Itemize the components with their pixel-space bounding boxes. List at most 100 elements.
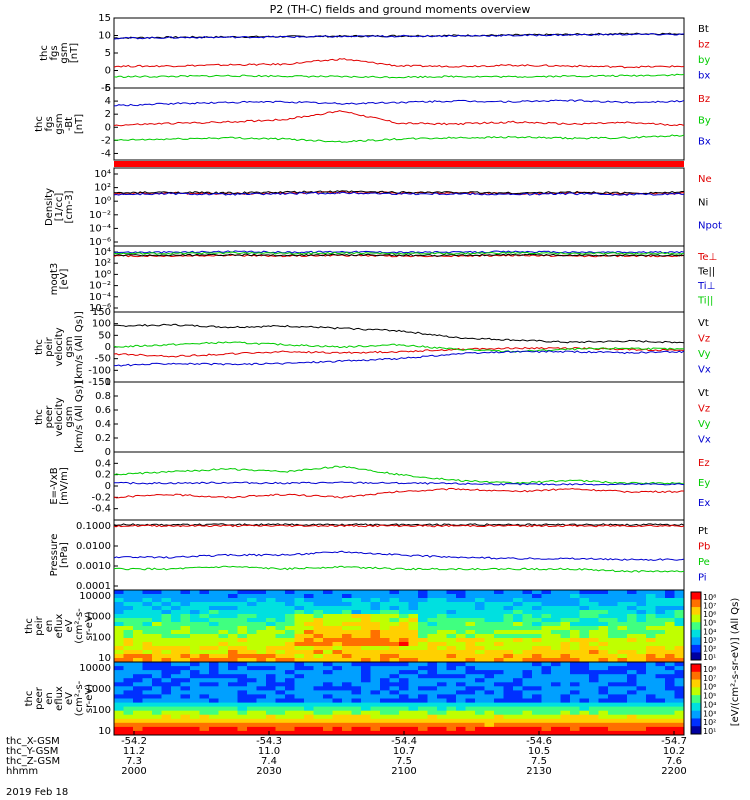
heatmap-cell: [418, 598, 428, 603]
heatmap-cell: [114, 642, 124, 647]
heatmap-cell: [503, 594, 514, 599]
heatmap-cell: [446, 662, 457, 667]
heatmap-cell: [646, 686, 656, 691]
heatmap-cell: [237, 614, 248, 619]
heatmap-cell: [589, 710, 599, 716]
y-axis-label: thc: [34, 116, 45, 132]
heatmap-cell: [313, 682, 324, 687]
heatmap-cell: [313, 638, 324, 643]
heatmap-cell: [218, 658, 229, 663]
y-tick-label: -150: [88, 377, 111, 388]
heatmap-cell: [247, 598, 257, 603]
heatmap-cell: [114, 626, 124, 631]
heatmap-cell: [655, 650, 666, 655]
heatmap-cell: [408, 626, 419, 631]
heatmap-cell: [408, 594, 419, 599]
heatmap-cell: [465, 698, 476, 704]
y-tick-label: 100: [92, 632, 111, 643]
heatmap-cell: [323, 630, 333, 635]
heatmap-cell: [532, 634, 542, 639]
heatmap-cell: [427, 726, 438, 732]
heatmap-cell: [655, 718, 666, 724]
heatmap-cell: [313, 630, 324, 635]
heatmap-cell: [228, 598, 238, 603]
heatmap-cell: [275, 718, 286, 724]
heatmap-cell: [161, 698, 172, 704]
heatmap-cell: [190, 690, 200, 695]
heatmap-cell: [570, 610, 580, 615]
heatmap-cell: [342, 666, 352, 671]
heatmap-cell: [475, 690, 485, 695]
heatmap-cell: [190, 622, 200, 627]
heatmap-cell: [152, 630, 162, 635]
y-axis-label: gsm: [59, 42, 70, 63]
heatmap-cell: [560, 626, 571, 631]
heatmap-cell: [380, 666, 390, 671]
heatmap-cell: [408, 662, 419, 667]
heatmap-cell: [304, 670, 314, 675]
heatmap-cell: [551, 706, 561, 712]
heatmap-cell: [228, 670, 238, 675]
heatmap-cell: [351, 634, 362, 639]
heatmap-cell: [247, 602, 257, 607]
heatmap-cell: [570, 726, 580, 732]
heatmap-cell: [190, 714, 200, 720]
legend-entry: Bx: [698, 137, 711, 148]
heatmap-cell: [484, 706, 495, 712]
heatmap-cell: [589, 714, 599, 720]
heatmap-cell: [133, 706, 143, 712]
heatmap-cell: [503, 614, 514, 619]
heatmap-cell: [152, 610, 162, 615]
y-axis-label: peer: [44, 405, 55, 429]
heatmap-cell: [256, 618, 267, 623]
x-tick-label: -54.2: [121, 736, 147, 747]
heatmap-cell: [560, 718, 571, 724]
heatmap-cell: [665, 618, 675, 623]
heatmap-cell: [370, 718, 381, 724]
series-line-Ex: [113, 481, 685, 486]
heatmap-cell: [427, 686, 438, 691]
heatmap-cell: [304, 630, 314, 635]
heatmap-cell: [541, 606, 552, 611]
heatmap-cell: [266, 594, 276, 599]
heatmap-cell: [551, 662, 561, 667]
heatmap-cell: [114, 606, 124, 611]
heatmap-cell: [418, 630, 428, 635]
heatmap-cell: [494, 718, 504, 724]
y-axis-label: thc: [39, 45, 50, 61]
heatmap-cell: [570, 702, 580, 708]
heatmap-cell: [247, 678, 257, 683]
heatmap-cell: [636, 658, 647, 663]
heatmap-cell: [389, 654, 400, 659]
heatmap-cell: [342, 618, 352, 623]
y-axis-label: [eV]: [59, 269, 70, 290]
heatmap-cell: [513, 614, 523, 619]
heatmap-cell: [171, 682, 181, 687]
legend-entry: By: [698, 115, 711, 126]
y-axis-label: [1/cc]: [54, 193, 65, 222]
heatmap-cell: [332, 598, 343, 603]
heatmap-cell: [541, 686, 552, 691]
heatmap-cell: [237, 654, 248, 659]
y-axis-label: [cm-3]: [64, 190, 75, 223]
heatmap-cell: [275, 594, 286, 599]
heatmap-cell: [627, 602, 637, 607]
heatmap-cell: [323, 602, 333, 607]
heatmap-cell: [617, 694, 628, 699]
heatmap-cell: [114, 714, 124, 720]
heatmap-cell: [228, 718, 238, 724]
heatmap-cell: [551, 730, 561, 736]
heatmap-cell: [399, 702, 409, 708]
heatmap-cell: [332, 642, 343, 647]
heatmap-cell: [133, 702, 143, 708]
heatmap-cell: [256, 590, 267, 595]
heatmap-cell: [256, 650, 267, 655]
heatmap-cell: [532, 626, 542, 631]
heatmap-cell: [494, 678, 504, 683]
heatmap-cell: [465, 674, 476, 679]
y-tick-label: 10: [98, 31, 111, 42]
heatmap-cell: [446, 610, 457, 615]
legend-entry: bx: [698, 71, 710, 82]
heatmap-cell: [313, 658, 324, 663]
heatmap-cell: [456, 674, 466, 679]
